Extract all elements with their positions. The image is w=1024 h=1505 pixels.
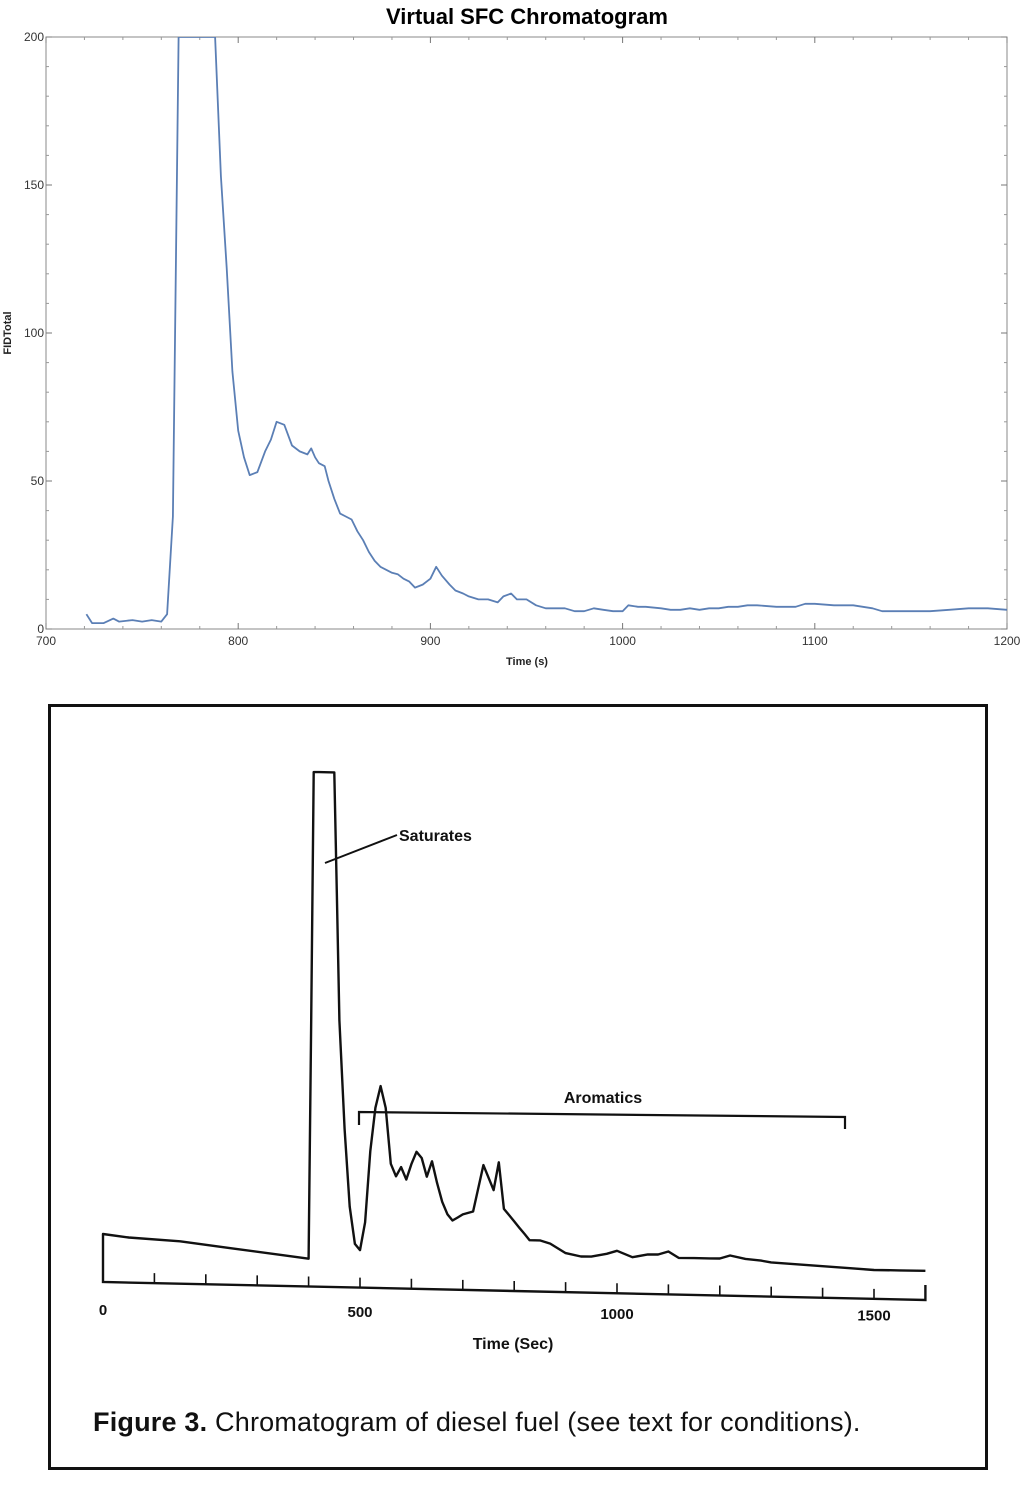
saturates-leader-line [324,834,398,864]
x-tick-label: 700 [36,634,56,648]
chart-title: Virtual SFC Chromatogram [386,4,668,29]
series-line-fidtotal [85,37,1007,624]
annotation-aromatics: Aromatics [564,1090,642,1107]
x-tick-label: 1200 [994,634,1021,648]
x-tick-label: 1500 [857,1308,890,1325]
aromatics-bracket [357,1110,847,1129]
y-tick-label: 150 [24,178,44,192]
y-axis-label: FIDTotal [2,311,14,354]
x-tick-label: 800 [228,634,248,648]
diesel-chromatogram-figure: 0 500 1000 1500 Time (Sec) Saturates Aromatics… [48,704,988,1470]
y-tick-label: 100 [24,326,44,340]
x-axis-label: Time (s) [506,656,548,668]
y-tick-label: 50 [31,474,45,488]
x-tick-label: 1000 [600,1306,633,1323]
x-axis-label: Time (Sec) [473,1336,554,1353]
annotation-saturates: Saturates [399,828,472,845]
figure-caption-label: Figure 3. [93,1407,208,1437]
x-tick-label: 0 [99,1302,107,1319]
diesel-chromatogram-plot: 0 500 1000 1500 Time (Sec) Saturates Aromatics [99,770,927,1353]
x-tick-label: 1100 [802,634,828,648]
x-tick-label: 1000 [609,634,636,648]
y-tick-label: 200 [24,30,44,44]
x-tick-label: 900 [420,634,440,648]
x-tick-label: 500 [347,1304,372,1321]
figure-caption-text: Chromatogram of diesel fuel (see text fo… [215,1407,861,1437]
series-line-diesel [101,770,926,1272]
plot-frame [45,36,1008,630]
y-tick-label: 0 [37,622,44,636]
figure-caption: Figure 3. Chromatogram of diesel fuel (s… [93,1407,861,1438]
